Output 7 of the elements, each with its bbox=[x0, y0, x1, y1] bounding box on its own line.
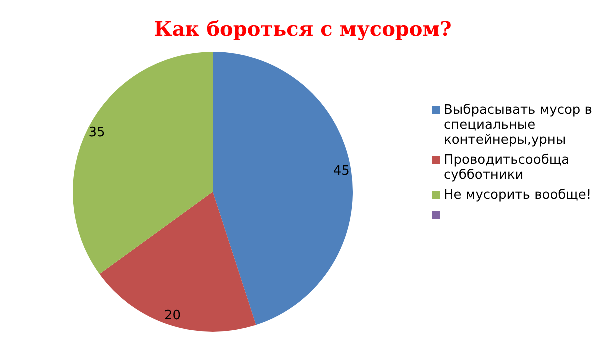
legend-label: Выбрасывать мусор в специальные контейнеры,урны bbox=[444, 103, 592, 148]
chart-title: Как бороться с мусором? bbox=[154, 17, 452, 41]
data-label: 35 bbox=[88, 125, 106, 140]
data-label: 45 bbox=[333, 164, 350, 180]
data-label: 20 bbox=[164, 308, 182, 324]
legend-label: Проводитьсообща субботники bbox=[444, 153, 570, 183]
legend-label: Не мусорить вообще! bbox=[444, 188, 592, 203]
